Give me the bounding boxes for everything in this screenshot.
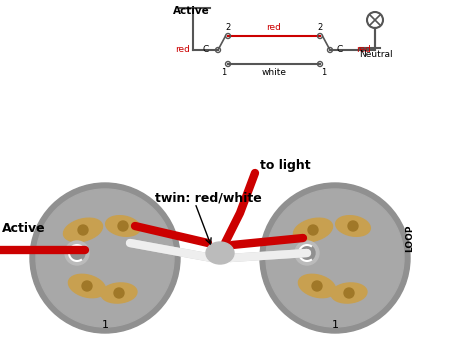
Text: red: red bbox=[356, 46, 371, 55]
Text: Active: Active bbox=[2, 221, 46, 235]
Circle shape bbox=[344, 288, 354, 298]
Ellipse shape bbox=[64, 218, 102, 242]
Ellipse shape bbox=[101, 283, 137, 303]
Text: C: C bbox=[337, 46, 343, 55]
Ellipse shape bbox=[68, 274, 106, 298]
Circle shape bbox=[118, 221, 128, 231]
Circle shape bbox=[308, 225, 318, 235]
Circle shape bbox=[348, 221, 358, 231]
Text: 1: 1 bbox=[321, 68, 327, 77]
Text: C: C bbox=[203, 46, 209, 55]
Circle shape bbox=[260, 183, 410, 333]
Ellipse shape bbox=[206, 242, 234, 264]
Text: red: red bbox=[266, 23, 282, 32]
Text: 1: 1 bbox=[221, 68, 227, 77]
Circle shape bbox=[65, 241, 89, 265]
Text: 1: 1 bbox=[331, 320, 338, 330]
Circle shape bbox=[299, 245, 315, 261]
Text: twin: red/white: twin: red/white bbox=[155, 191, 262, 205]
Ellipse shape bbox=[336, 216, 370, 236]
Circle shape bbox=[82, 281, 92, 291]
Ellipse shape bbox=[106, 216, 140, 236]
Text: Neutral: Neutral bbox=[359, 50, 392, 59]
Text: to light: to light bbox=[260, 158, 310, 172]
Text: 2: 2 bbox=[225, 23, 231, 32]
Circle shape bbox=[266, 189, 404, 327]
Ellipse shape bbox=[331, 283, 367, 303]
Text: red: red bbox=[175, 46, 190, 55]
Ellipse shape bbox=[293, 218, 333, 242]
Circle shape bbox=[114, 288, 124, 298]
Circle shape bbox=[36, 189, 174, 327]
Text: white: white bbox=[262, 68, 286, 77]
Circle shape bbox=[30, 183, 180, 333]
Circle shape bbox=[69, 245, 85, 261]
Bar bbox=[0, 0, 474, 173]
Text: LOOP: LOOP bbox=[405, 224, 414, 252]
Text: 2: 2 bbox=[318, 23, 323, 32]
Circle shape bbox=[78, 225, 88, 235]
Text: 1: 1 bbox=[101, 320, 109, 330]
Ellipse shape bbox=[299, 274, 336, 298]
Circle shape bbox=[295, 241, 319, 265]
Circle shape bbox=[312, 281, 322, 291]
Text: Active: Active bbox=[173, 6, 210, 16]
